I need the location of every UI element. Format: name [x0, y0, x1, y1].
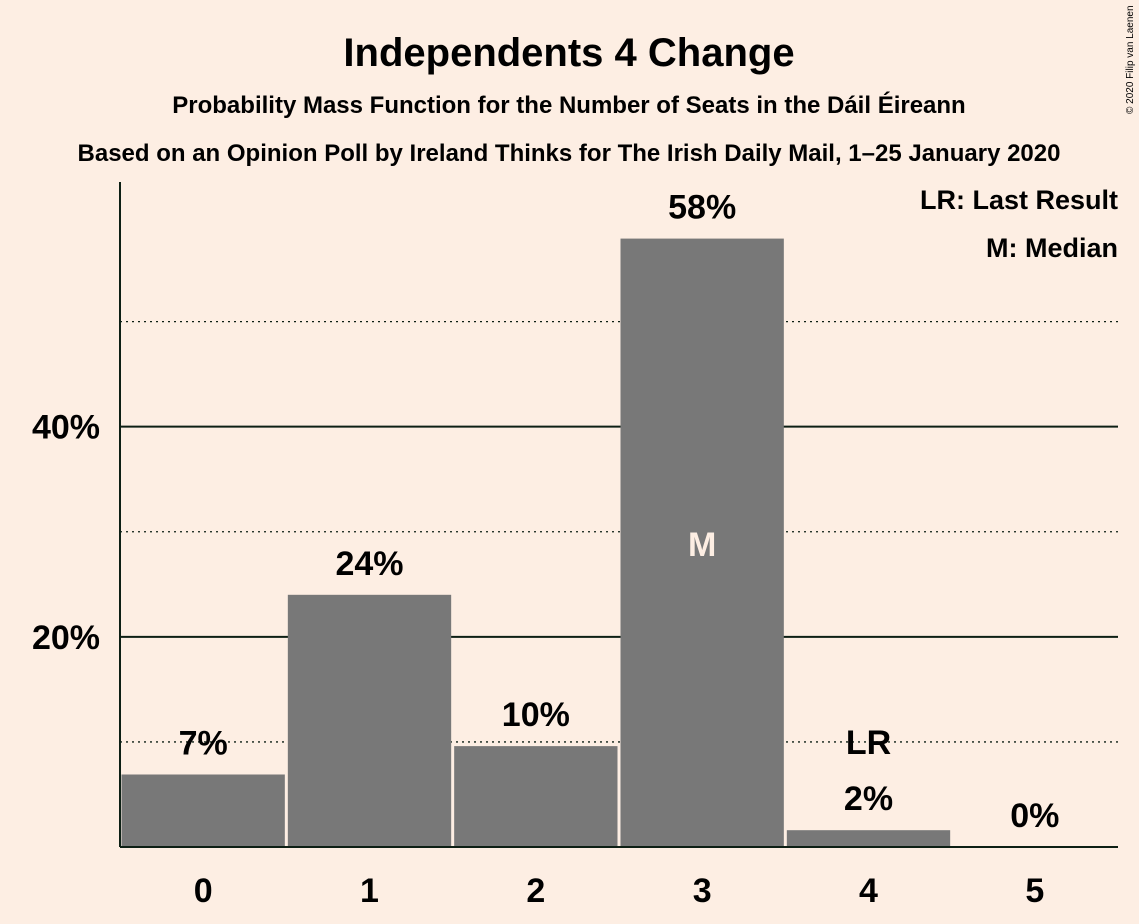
y-tick-label: 40%: [32, 409, 100, 447]
bar: [454, 746, 618, 847]
median-marker: M: [688, 526, 716, 564]
data-label: 10%: [502, 696, 570, 734]
data-label: 24%: [335, 545, 403, 583]
bar: [620, 238, 784, 848]
axes: 20% 40% 0 1 2 3 4 5: [32, 182, 1118, 910]
legend-last-result: LR: Last Result: [920, 185, 1118, 215]
last-result-marker: LR: [846, 724, 891, 762]
x-tick-label: 3: [693, 872, 712, 910]
data-labels: 7% 24% 10% 58% 2% 0% M LR: [179, 189, 1060, 835]
x-tick-label: 1: [360, 872, 379, 910]
data-label: 58%: [668, 189, 736, 227]
chart-title: Independents 4 Change: [343, 31, 794, 75]
x-tick-label: 2: [526, 872, 545, 910]
bar: [287, 594, 452, 847]
bar: [121, 774, 285, 847]
x-tick-label: 5: [1025, 872, 1044, 910]
chart-subtitle-source: Based on an Opinion Poll by Ireland Thin…: [78, 140, 1061, 167]
x-tick-label: 0: [194, 872, 213, 910]
copyright-text: © 2020 Filip van Laenen: [1125, 5, 1136, 114]
data-label: 2%: [844, 780, 893, 818]
bars: [121, 238, 951, 848]
legend-median: M: Median: [986, 233, 1118, 263]
gridlines: [120, 320, 1118, 743]
chart-subtitle: Probability Mass Function for the Number…: [172, 91, 965, 119]
data-label: 7%: [179, 724, 228, 762]
y-tick-label: 20%: [32, 619, 100, 657]
x-tick-label: 4: [859, 872, 878, 910]
data-label: 0%: [1010, 797, 1059, 835]
bar: [786, 830, 951, 847]
